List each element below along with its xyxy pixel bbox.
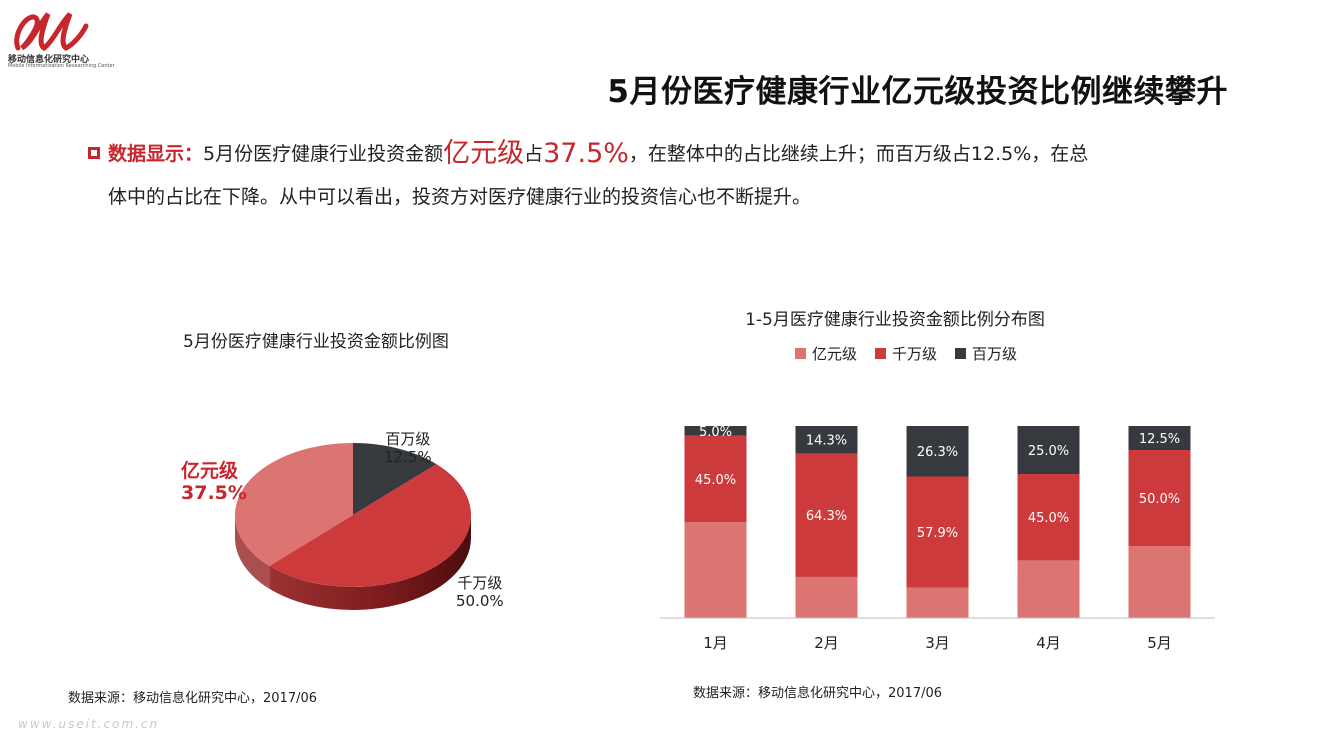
legend-label-yi: 亿元级 [812, 345, 858, 363]
bar-segment [1017, 474, 1080, 561]
x-tick-label: 3月 [925, 634, 950, 652]
pie-slice-2 [353, 443, 437, 515]
page-title: 5月份医疗健康行业亿元级投资比例继续攀升 [607, 74, 1228, 110]
x-tick-label: 2月 [814, 634, 839, 652]
legend-item-bai: 百万级 [955, 343, 1017, 364]
pie-label-yi: 亿元级 37.5% [181, 460, 247, 504]
pie-side-0 [235, 515, 270, 589]
x-tick-label: 5月 [1147, 634, 1172, 652]
bar-segment [795, 426, 858, 454]
summary-text-1: 5月份医疗健康行业投资金额 [203, 143, 444, 165]
source-note-right: 数据来源：移动信息化研究中心，2017/06 [693, 686, 943, 701]
bullet-square-icon [88, 147, 100, 159]
bar-data-label: 64.3% [806, 509, 847, 524]
legend-item-yi: 亿元级 [795, 343, 857, 364]
bar-segment [684, 435, 747, 522]
bar-data-label: 50.0% [1139, 492, 1180, 507]
bar-data-label: 57.9% [917, 526, 958, 541]
bar-data-label: 14.3% [806, 434, 847, 449]
bar-segment [1128, 450, 1191, 546]
bar-segment [1017, 426, 1080, 474]
legend-swatch-qian [875, 348, 887, 359]
summary-paragraph: 数据显示：5月份医疗健康行业投资金额亿元级占37.5%，在整体中的占比继续上升；… [88, 132, 1268, 219]
bar-segment [795, 453, 858, 577]
summary-text-line2: 体中的占比在下降。从中可以看出，投资方对医疗健康行业的投资信心也不断提升。 [108, 186, 812, 208]
logo [14, 12, 89, 52]
logo-subname: Mobile Informatization Researching Cente… [8, 63, 115, 69]
bar-data-label: 25.0% [1028, 444, 1069, 459]
summary-text-3: ，在整体中的占比继续上升；而百万级占12.5%，在总 [628, 143, 1089, 165]
legend-label-qian: 千万级 [892, 345, 938, 363]
legend-swatch-bai [955, 348, 967, 359]
logo-name: 移动信息化研究中心 [8, 55, 90, 65]
bar-chart-title: 1-5月医疗健康行业投资金额比例分布图 [0, 305, 1320, 330]
bar-segment [1128, 546, 1191, 618]
legend-item-qian: 千万级 [875, 343, 937, 364]
pie-label-yi-value: 37.5% [181, 482, 247, 504]
bar-segment [795, 576, 858, 618]
summary-lead: 数据显示： [108, 143, 204, 165]
x-tick-label: 4月 [1036, 634, 1061, 652]
pie-side-1 [269, 515, 471, 610]
bar-segment [906, 426, 969, 477]
bar-segment [906, 476, 969, 588]
bar-data-label: 45.0% [695, 473, 736, 488]
bar-data-label: 26.3% [917, 445, 958, 460]
bar-segment [1128, 426, 1191, 450]
summary-highlight-2: 37.5% [543, 138, 629, 169]
source-note-left: 数据来源：移动信息化研究中心，2017/06 [68, 691, 318, 706]
summary-highlight-1: 亿元级 [443, 138, 525, 169]
pie-label-yi-name: 亿元级 [181, 460, 239, 482]
bar-data-label: 45.0% [1028, 511, 1069, 526]
watermark: www.useit.com.cn [18, 717, 160, 731]
bar-segment [1017, 560, 1080, 618]
x-tick-label: 1月 [703, 634, 728, 652]
pie-slice-0 [234, 443, 353, 566]
bar-chart-title-text: 1-5月医疗健康行业投资金额比例分布图 [745, 310, 1045, 330]
bar-segment [906, 587, 969, 618]
summary-text-2: 占 [524, 143, 544, 165]
pie-label-bai-value: 12.5% [384, 448, 432, 466]
bar-data-label: 12.5% [1139, 432, 1180, 447]
pie-slice-1 [269, 464, 472, 588]
pie-label-bai-name: 百万级 [385, 430, 431, 448]
bar-data-label: 5.0% [699, 425, 732, 440]
bar-chart-legend: 亿元级 千万级 百万级 [795, 343, 1017, 364]
pie-chart-title: 5月份医疗健康行业投资金额比例图 [183, 332, 449, 352]
pie-label-qian: 千万级 50.0% [456, 574, 504, 610]
legend-swatch-yi [795, 348, 806, 359]
pie-label-qian-name: 千万级 [457, 574, 503, 592]
bar-segment [684, 522, 747, 618]
bar-segment [684, 426, 747, 436]
pie-label-qian-value: 50.0% [456, 592, 504, 610]
legend-label-bai: 百万级 [972, 345, 1018, 363]
pie-label-bai: 百万级 12.5% [384, 430, 432, 466]
